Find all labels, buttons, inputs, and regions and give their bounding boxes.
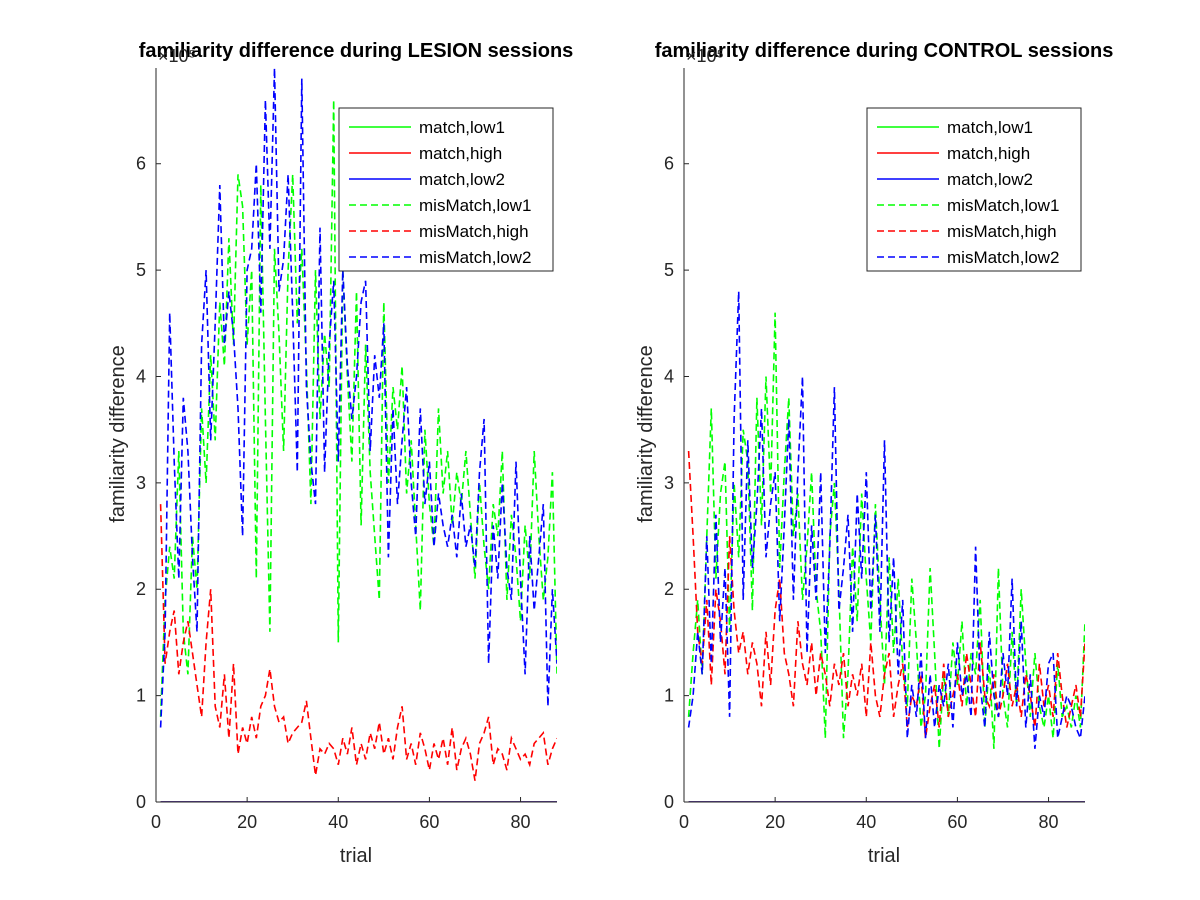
control-legend-label: match,low2	[947, 170, 1033, 189]
lesion-legend-label: match,low2	[419, 170, 505, 189]
lesion-series-mismatch-low2	[159, 68, 557, 728]
control-y-exponent-label: ×10⁵	[686, 46, 724, 66]
lesion-legend-box	[338, 107, 554, 272]
control-y-tick-label: 2	[664, 579, 674, 599]
control-y-tick-label: 5	[664, 260, 674, 280]
control-legend-label: match,low1	[947, 118, 1033, 137]
control-y-tick-label: 3	[664, 473, 674, 493]
control-plot-area: 0 20 40 60 80 0 1 2 3 4 5 6	[664, 68, 1085, 832]
lesion-y-exponent-label: ×10⁵	[158, 46, 196, 66]
lesion-legend-label: misMatch,high	[419, 222, 529, 241]
lesion-plot-area: 0 20 40 60 80 0 1 2 3 4 5 6	[136, 68, 557, 832]
control-series-mismatch-low1	[687, 312, 1085, 749]
control-x-tick-label: 80	[1039, 812, 1059, 832]
lesion-panel: familiarity difference during LESION ses…	[107, 40, 573, 867]
control-x-tick-label: 60	[947, 812, 967, 832]
lesion-x-tick-label: 0	[151, 812, 161, 832]
control-legend-label: misMatch,low1	[947, 196, 1059, 215]
lesion-legend-label: match,low1	[419, 118, 505, 137]
lesion-y-tick-label: 5	[136, 260, 146, 280]
lesion-y-tick-label: 0	[136, 792, 146, 812]
lesion-legend-label: misMatch,low1	[419, 196, 531, 215]
lesion-y-tick-label: 3	[136, 473, 146, 493]
lesion-x-tick-label: 60	[419, 812, 439, 832]
control-legend-box	[866, 107, 1082, 272]
control-x-tick-label: 20	[765, 812, 785, 832]
lesion-y-tick-label: 1	[136, 686, 146, 706]
control-series-mismatch-high	[687, 450, 1085, 739]
control-y-tick-label: 0	[664, 792, 674, 812]
control-legend-label: match,high	[947, 144, 1030, 163]
control-x-tick-label: 0	[679, 812, 689, 832]
lesion-y-tick-label: 4	[136, 366, 146, 386]
lesion-panel-title: familiarity difference during LESION ses…	[139, 40, 574, 62]
lesion-series-mismatch-low1	[159, 99, 557, 717]
lesion-x-tick-label: 20	[237, 812, 257, 832]
lesion-legend-label: match,high	[419, 144, 502, 163]
control-y-tick-label: 6	[664, 154, 674, 174]
lesion-legend-label: misMatch,low2	[419, 248, 531, 267]
lesion-legend: match,low1 match,high match,low2 misMatch,l…	[338, 107, 554, 272]
control-legend: match,low1 match,high match,low2 misMatch,l…	[866, 107, 1082, 272]
lesion-x-axis-label: trial	[340, 845, 372, 867]
control-panel: familiarity difference during CONTROL se…	[635, 40, 1113, 867]
control-x-axis-label: trial	[868, 845, 900, 867]
control-y-axis-label: familiarity difference	[635, 345, 657, 522]
control-legend-label: misMatch,low2	[947, 248, 1059, 267]
lesion-y-tick-label: 2	[136, 579, 146, 599]
control-y-tick-label: 4	[664, 366, 674, 386]
control-legend-label: misMatch,high	[947, 222, 1057, 241]
control-series-mismatch-low2	[687, 291, 1085, 749]
control-y-tick-label: 1	[664, 686, 674, 706]
lesion-y-tick-label: 6	[136, 154, 146, 174]
lesion-y-axis-label: familiarity difference	[107, 345, 129, 522]
control-panel-title: familiarity difference during CONTROL se…	[655, 40, 1114, 62]
control-x-tick-label: 40	[856, 812, 876, 832]
lesion-x-tick-label: 40	[328, 812, 348, 832]
lesion-x-tick-label: 80	[511, 812, 531, 832]
